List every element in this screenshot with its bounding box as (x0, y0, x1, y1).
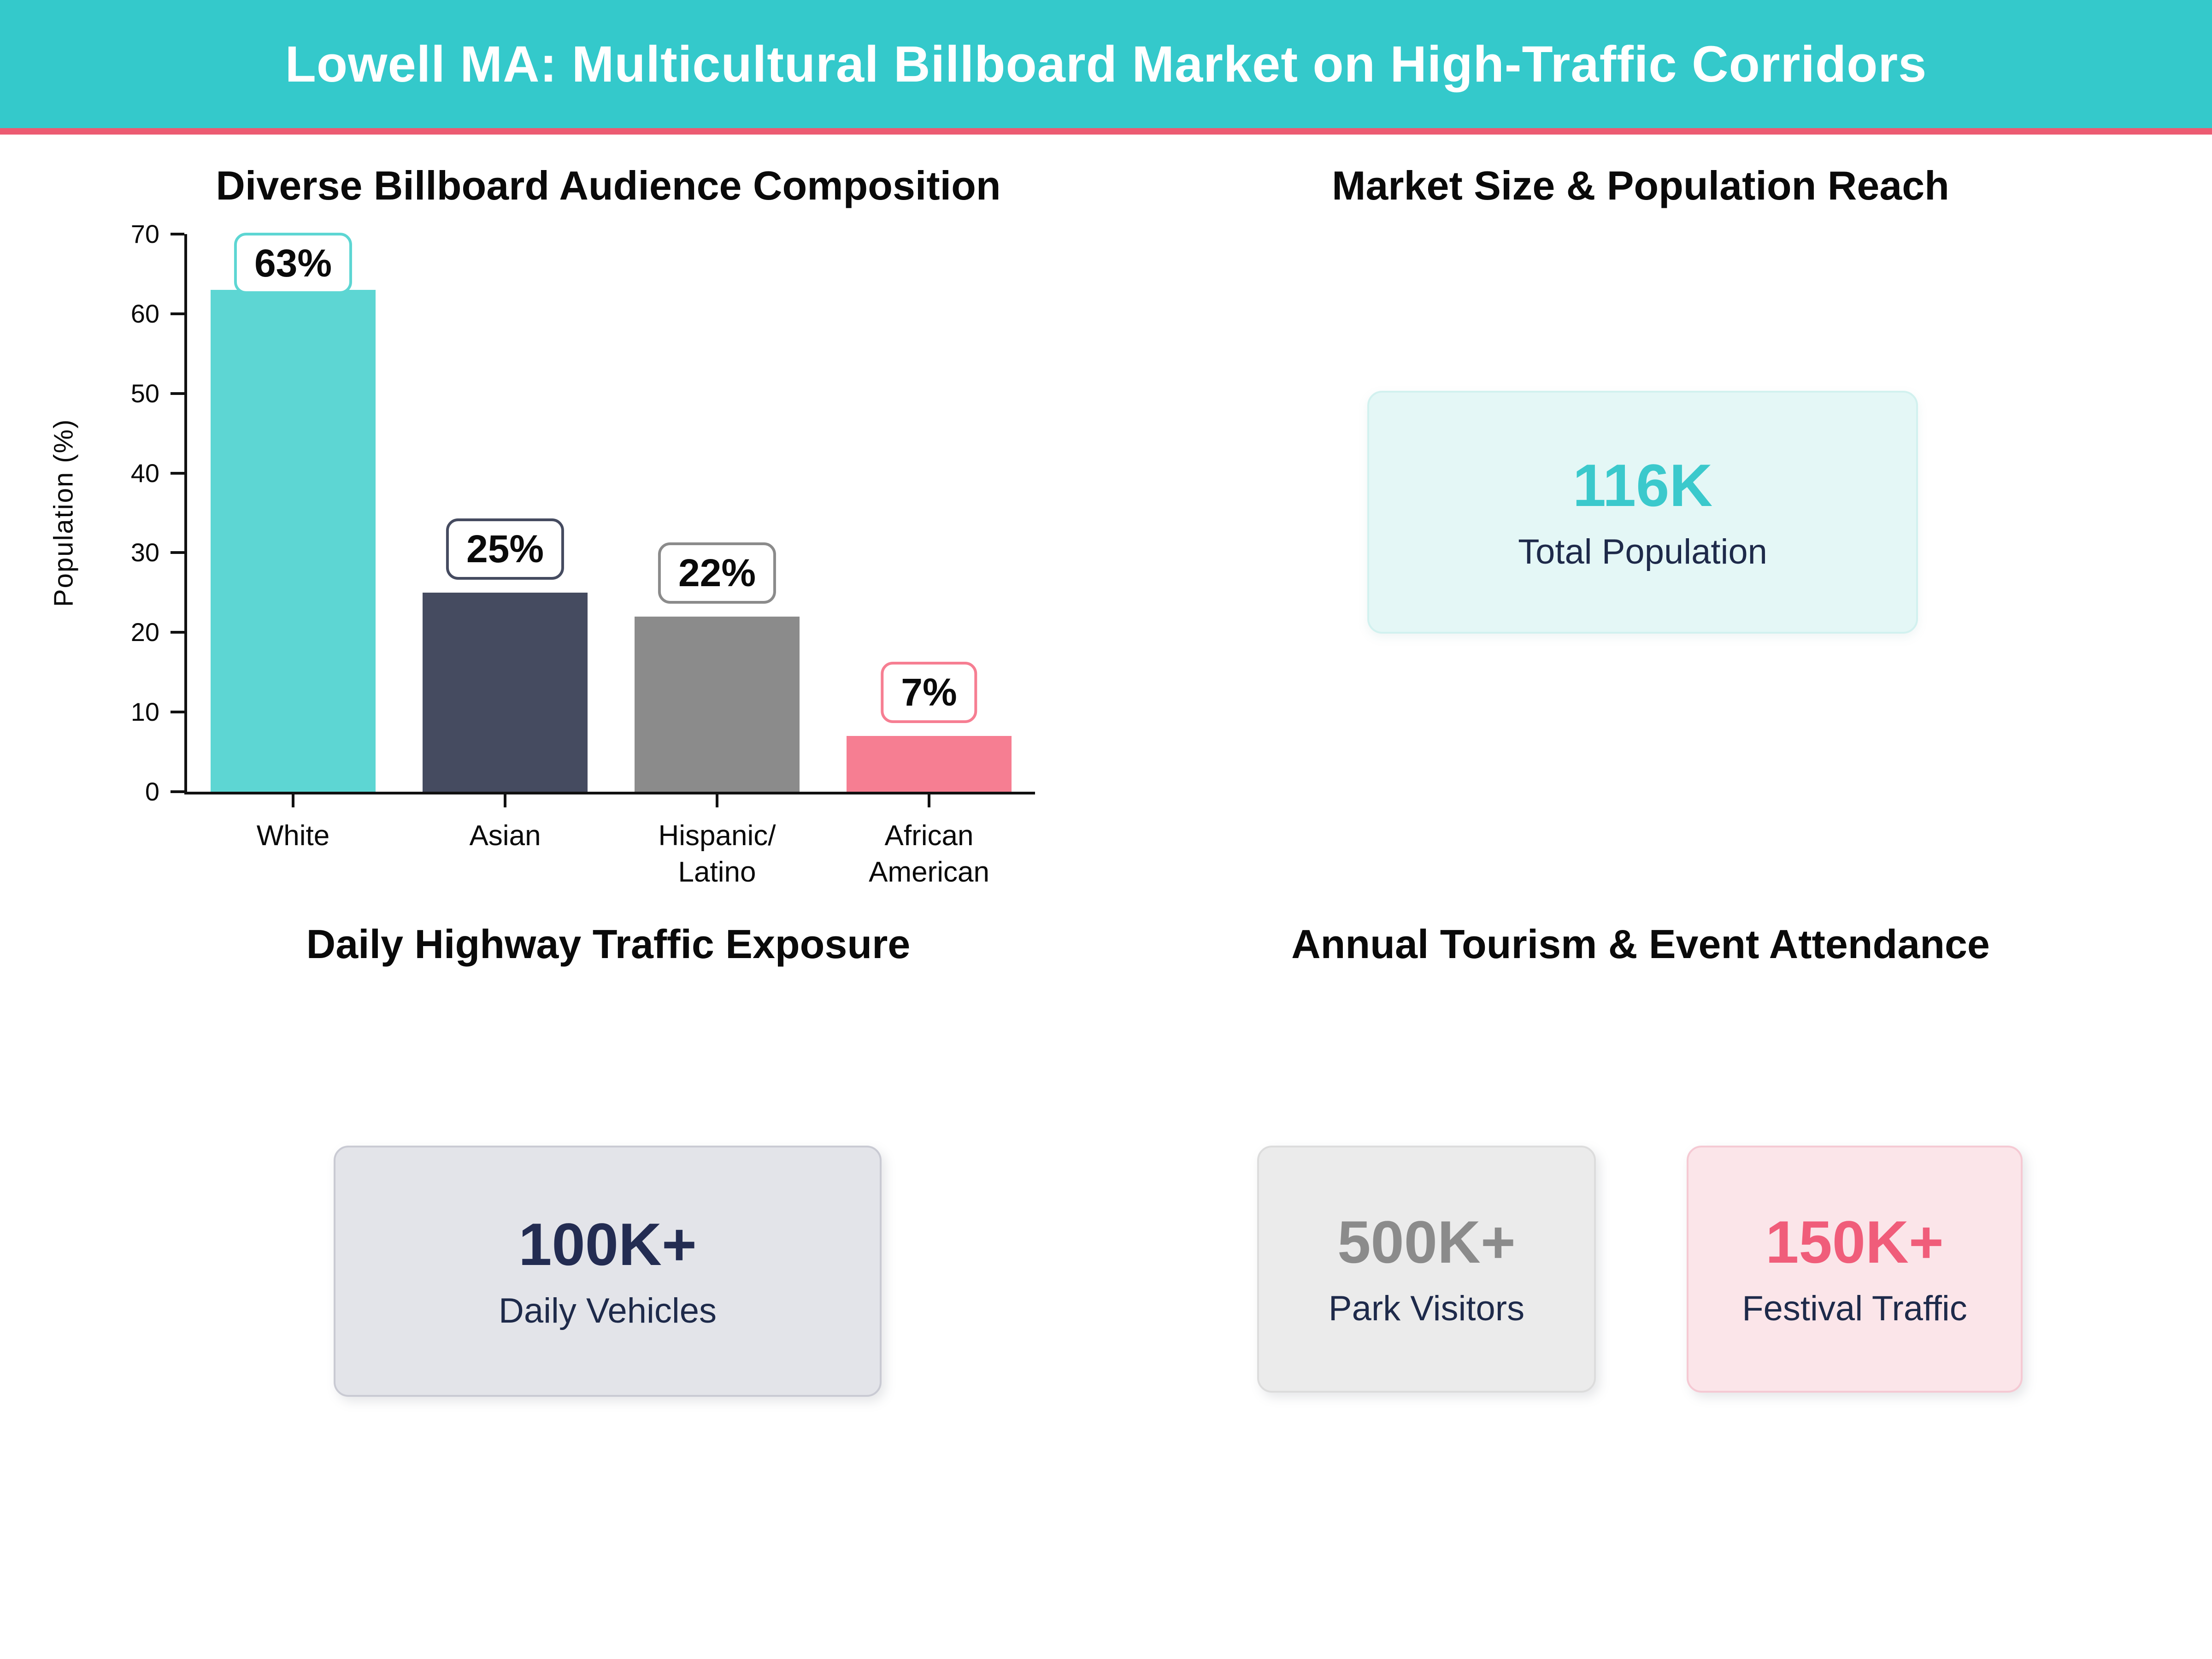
x-tick (716, 794, 718, 807)
x-tick (504, 794, 506, 807)
bar (634, 616, 800, 792)
bar-value-label: 25% (446, 518, 565, 580)
y-tick (171, 312, 184, 315)
highway-traffic-title: Daily Highway Traffic Exposure (306, 921, 911, 967)
y-tick-label: 50 (130, 378, 159, 408)
park-visitors-card: 500K+ Park Visitors (1257, 1146, 1596, 1393)
y-tick (171, 551, 184, 554)
daily-vehicles-label: Daily Vehicles (498, 1291, 717, 1330)
y-tick-label: 40 (130, 458, 159, 488)
y-tick (171, 471, 184, 475)
page-title: Lowell MA: Multicultural Billboard Marke… (285, 35, 1927, 93)
y-tick-label: 60 (130, 299, 159, 328)
y-tick (171, 631, 184, 634)
x-tick (292, 794, 294, 807)
festival-traffic-value: 150K+ (1765, 1208, 1944, 1276)
bar-chart-plot-area: 0 10 20 30 40 50 60 70 White 63% Asian 25% Hispanic/… (131, 219, 1035, 888)
total-population-value: 116K (1572, 451, 1713, 519)
y-tick-label: 70 (130, 219, 159, 248)
x-category-label: White (256, 820, 330, 852)
market-size-title: Market Size & Population Reach (1332, 163, 1949, 208)
total-population-label: Total Population (1518, 532, 1767, 571)
audience-chart-title: Diverse Billboard Audience Composition (216, 163, 1001, 208)
x-category-label: Asian (469, 820, 541, 852)
bar (210, 290, 376, 792)
y-tick (171, 790, 184, 793)
header-accent-stripe (0, 128, 2212, 135)
header-banner: Lowell MA: Multicultural Billboard Marke… (0, 0, 2212, 128)
y-tick-label: 10 (130, 697, 159, 727)
bar-value-label: 7% (881, 662, 977, 723)
tourism-events-title: Annual Tourism & Event Attendance (1291, 921, 1990, 967)
bar (846, 736, 1012, 792)
y-tick-label: 0 (145, 777, 159, 806)
bar-value-label: 22% (658, 542, 777, 604)
daily-vehicles-card: 100K+ Daily Vehicles (334, 1146, 882, 1397)
x-tick (928, 794, 930, 807)
park-visitors-value: 500K+ (1337, 1208, 1516, 1276)
festival-traffic-label: Festival Traffic (1742, 1289, 1967, 1328)
y-tick-label: 20 (130, 618, 159, 647)
y-tick-label: 30 (130, 538, 159, 567)
daily-vehicles-value: 100K+ (518, 1210, 697, 1278)
y-tick (171, 392, 184, 395)
x-category-label: Hispanic/ Latino (658, 820, 776, 888)
bar-value-label: 63% (234, 233, 353, 294)
y-tick (171, 711, 184, 714)
festival-traffic-card: 150K+ Festival Traffic (1687, 1146, 2023, 1393)
bar (422, 592, 588, 792)
park-visitors-label: Park Visitors (1328, 1289, 1525, 1328)
y-tick (171, 233, 184, 235)
total-population-card: 116K Total Population (1367, 391, 1918, 634)
x-category-label: African American (869, 820, 989, 888)
